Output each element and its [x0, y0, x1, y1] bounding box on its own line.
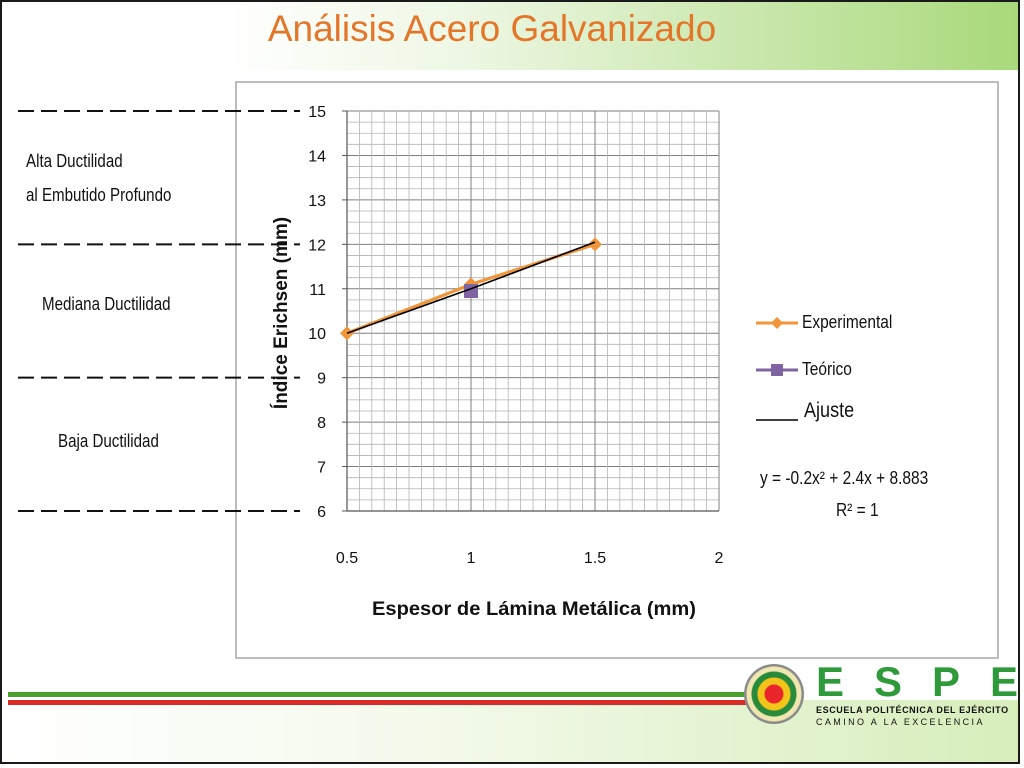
ductility-dividers — [18, 110, 300, 512]
trendline-equation: y = -0.2x² + 2.4x + 8.883 — [760, 468, 929, 488]
legend-marker-experimental — [771, 317, 783, 329]
data-point-experimental — [588, 237, 602, 252]
legend-label-ajuste: Ajuste — [804, 399, 855, 422]
y-tick-label: 6 — [317, 504, 326, 521]
zone-label-mediana: Mediana Ductilidad — [42, 294, 171, 314]
y-tick-label: 13 — [308, 193, 326, 210]
y-axis-title: Índice Erichsen (mm) — [270, 217, 292, 409]
legend-marker-teorico — [771, 364, 783, 376]
logo-school-name: ESCUELA POLITÉCNICA DEL EJÉRCITO — [816, 705, 1009, 715]
y-tick-label: 9 — [317, 371, 326, 388]
zone-label-alta: Alta Ductilidad — [26, 151, 123, 171]
slide-title: Análisis Acero Galvanizado — [267, 8, 717, 49]
y-tick-label: 12 — [308, 237, 326, 254]
zone-label-alta-line2: al Embutido Profundo — [26, 185, 172, 205]
footer-stripe-red — [8, 700, 748, 705]
series — [340, 237, 602, 341]
zone-label-baja: Baja Ductilidad — [58, 431, 159, 451]
institution-seal-icon — [744, 664, 804, 724]
logo-motto: CAMINO A LA EXCELENCIA — [816, 717, 985, 727]
x-tick-label: 0.5 — [336, 550, 358, 567]
legend-label-teorico: Teórico — [802, 359, 852, 379]
y-tick-label: 14 — [308, 148, 326, 165]
x-tick-label: 2 — [715, 550, 724, 567]
y-tick-label: 11 — [309, 282, 326, 299]
y-tick-label: 7 — [317, 460, 326, 477]
tick-labels: 6 7 8 9 10 11 12 13 14 15 0.5 1 1.5 2 — [308, 104, 723, 567]
x-tick-label: 1.5 — [584, 550, 606, 567]
x-tick-label: 1 — [467, 550, 476, 567]
y-tick-label: 10 — [308, 326, 326, 343]
header-band — [2, 2, 1018, 70]
series-line-ajuste — [346, 241, 596, 334]
y-tick-label: 15 — [308, 104, 326, 121]
y-tick-label: 8 — [317, 415, 326, 432]
chart-area — [235, 81, 999, 659]
footer-band — [2, 700, 1018, 762]
legend-symbols — [756, 317, 798, 421]
axes — [342, 110, 719, 512]
legend-label-experimental: Experimental — [802, 312, 893, 332]
r-squared-value: R² = 1 — [836, 500, 879, 520]
footer-stripe-green — [8, 692, 748, 697]
x-axis-title: Espesor de Lámina Metálica (mm) — [372, 599, 696, 620]
